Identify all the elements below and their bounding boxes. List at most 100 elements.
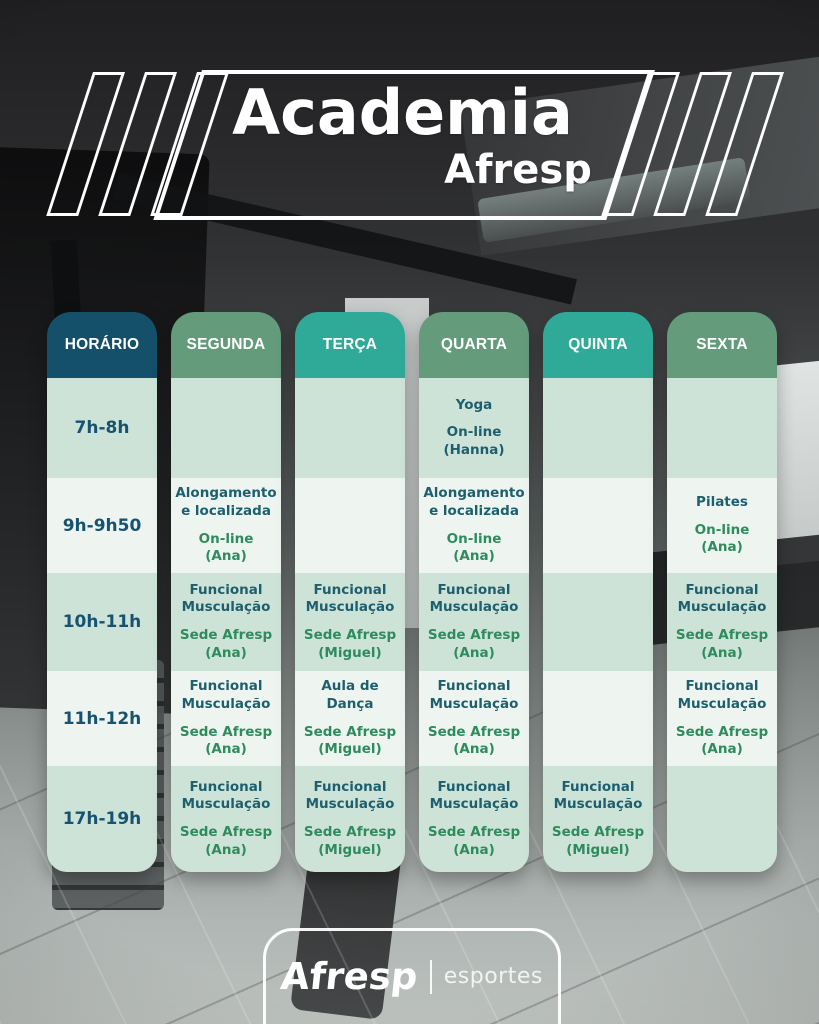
- class-name-line: Funcional: [685, 678, 759, 695]
- class-name: Aula de Dança: [321, 678, 378, 713]
- class-location: On-line (Hanna): [443, 424, 504, 459]
- class-name-line: Musculação: [677, 695, 767, 712]
- class-location-line: Sede Afresp: [179, 824, 273, 840]
- time-label: 11h-12h: [62, 708, 142, 729]
- class-location-line: Sede Afresp: [303, 723, 397, 740]
- class-name-line: Yoga: [455, 396, 493, 413]
- column-header-quarta: QUARTA: [419, 312, 529, 378]
- class-location-line: (Ana): [701, 539, 743, 556]
- cell-sexta-row0: [667, 378, 777, 478]
- class-name-line: Dança: [326, 695, 374, 712]
- class-location-line: Sede Afresp: [427, 824, 521, 840]
- cell-terca-row4: Funcional Musculação Sede Afresp (Miguel): [295, 766, 405, 872]
- class-location: Sede Afresp (Miguel): [304, 724, 396, 759]
- class-name-line: Musculação: [429, 796, 519, 813]
- class-location-line: Sede Afresp: [179, 723, 273, 740]
- class-location: Sede Afresp (Ana): [428, 824, 520, 859]
- class-location-line: (Ana): [701, 644, 743, 661]
- cell-terca-row0: [295, 378, 405, 478]
- cell-quinta-row2: [543, 573, 653, 671]
- column-header-terca: TERÇA: [295, 312, 405, 378]
- column-terca: TERÇA Funcional Musculação Sede Afresp (Migu…: [295, 312, 405, 872]
- class-location: On-line (Ana): [447, 531, 502, 566]
- class-location-line: On-line: [446, 530, 502, 547]
- cell-quarta-row4: Funcional Musculação Sede Afresp (Ana): [419, 766, 529, 872]
- class-name-line: Musculação: [181, 796, 271, 813]
- class-name-line: Funcional: [189, 678, 263, 695]
- time-cell: 7h-8h: [47, 378, 157, 478]
- time-label: 17h-19h: [62, 809, 142, 829]
- column-segunda: SEGUNDA Alongamento e localizada On-line (An…: [171, 312, 281, 872]
- class-name: Funcional Musculação: [306, 779, 395, 814]
- class-location-line: (Ana): [205, 548, 247, 565]
- class-location-line: Sede Afresp: [675, 723, 769, 740]
- class-name: Alongamento e localizada: [175, 485, 276, 520]
- cell-segunda-row4: Funcional Musculação Sede Afresp (Ana): [171, 766, 281, 872]
- class-location-line: (Ana): [453, 841, 495, 858]
- cell-segunda-row1: Alongamento e localizada On-line (Ana): [171, 478, 281, 573]
- column-sexta: SEXTA Pilates On-line (Ana) Funcional Muscula…: [667, 312, 777, 872]
- class-name-line: Funcional: [437, 778, 511, 795]
- class-location-line: Sede Afresp: [675, 627, 769, 643]
- class-name-line: Funcional: [437, 581, 511, 598]
- time-cell: 11h-12h: [47, 671, 157, 766]
- class-location-line: On-line: [198, 530, 254, 547]
- time-cell: 9h-9h50: [47, 478, 157, 573]
- class-name-line: Funcional: [561, 778, 635, 795]
- class-location: Sede Afresp (Miguel): [552, 824, 644, 859]
- cell-segunda-row0: [171, 378, 281, 478]
- class-location-line: Sede Afresp: [427, 723, 521, 740]
- class-location-line: Sede Afresp: [179, 627, 273, 643]
- class-location-line: (Ana): [453, 548, 495, 565]
- class-location-line: (Ana): [453, 644, 495, 661]
- class-location-line: (Miguel): [318, 644, 382, 661]
- class-name: Alongamento e localizada: [423, 485, 524, 520]
- class-name: Funcional Musculação: [430, 779, 519, 814]
- class-name: Funcional Musculação: [678, 582, 767, 617]
- class-name-line: Alongamento: [175, 485, 277, 502]
- class-location-line: (Miguel): [318, 841, 382, 858]
- class-location-line: (Ana): [701, 741, 743, 758]
- class-location: On-line (Ana): [199, 531, 254, 566]
- column-quarta: QUARTA Yoga On-line (Hanna) Alongamento e loc…: [419, 312, 529, 872]
- class-name-line: Pilates: [696, 494, 748, 511]
- time-label: 10h-11h: [62, 612, 142, 632]
- class-name: Funcional Musculação: [430, 582, 519, 617]
- class-name-line: Funcional: [685, 581, 759, 598]
- time-label: 9h-9h50: [62, 515, 142, 536]
- column-header-quinta: QUINTA: [543, 312, 653, 378]
- class-location-line: On-line: [446, 424, 502, 441]
- cell-quinta-row3: [543, 671, 653, 766]
- class-location: Sede Afresp (Ana): [428, 724, 520, 759]
- class-location-line: (Ana): [205, 741, 247, 758]
- time-cell: 10h-11h: [47, 573, 157, 671]
- footer-logo-box: Afresp esportes: [263, 928, 561, 1024]
- class-name-line: Funcional: [437, 678, 511, 695]
- class-name: Funcional Musculação: [306, 582, 395, 617]
- column-header-segunda: SEGUNDA: [171, 312, 281, 378]
- time-label: 7h-8h: [74, 418, 130, 438]
- class-location: Sede Afresp (Ana): [180, 627, 272, 662]
- class-name-line: Funcional: [313, 778, 387, 795]
- column-header-horario: HORÁRIO: [47, 312, 157, 378]
- class-name-line: Funcional: [313, 581, 387, 598]
- class-location: Sede Afresp (Ana): [180, 724, 272, 759]
- class-name-line: Musculação: [181, 599, 271, 616]
- class-name-line: Musculação: [677, 599, 767, 616]
- class-location-line: (Ana): [453, 741, 495, 758]
- class-name-line: Musculação: [305, 599, 395, 616]
- class-name: Funcional Musculação: [678, 678, 767, 713]
- class-location-line: (Miguel): [566, 841, 630, 858]
- class-name-line: Musculação: [181, 695, 271, 712]
- class-location-line: (Hanna): [443, 441, 505, 458]
- class-name-line: Musculação: [553, 796, 643, 813]
- cell-sexta-row3: Funcional Musculação Sede Afresp (Ana): [667, 671, 777, 766]
- class-name: Funcional Musculação: [554, 779, 643, 814]
- class-location: Sede Afresp (Ana): [676, 627, 768, 662]
- cell-quarta-row2: Funcional Musculação Sede Afresp (Ana): [419, 573, 529, 671]
- class-name: Funcional Musculação: [182, 779, 271, 814]
- class-location: On-line (Ana): [695, 522, 750, 557]
- cell-quinta-row4: Funcional Musculação Sede Afresp (Miguel): [543, 766, 653, 872]
- cell-quinta-row0: [543, 378, 653, 478]
